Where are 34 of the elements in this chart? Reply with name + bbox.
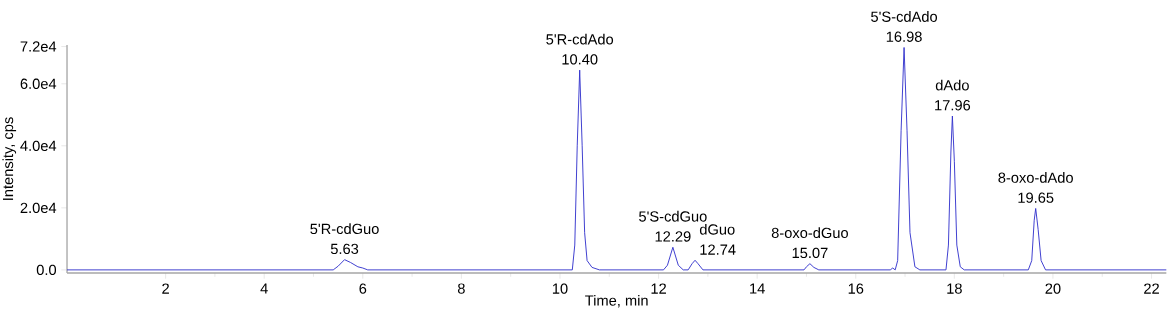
x-tick-label: 10 [552,283,568,294]
annotation: 19.65 [1018,192,1054,203]
annotation: 5'R-cdAdo [546,33,614,45]
x-tick-label: 4 [260,283,268,294]
annotation: dAdo [935,79,969,91]
x-tick-label: 8 [457,283,465,294]
x-tick-label: 18 [947,283,962,294]
y-tick-label: 4.0e4 [20,140,57,151]
annotation: 10.40 [562,54,598,65]
y-tick-label: 6.0e4 [20,78,57,89]
annotation: 17.96 [935,100,971,111]
annotation: 5'S-cdAdo [871,11,938,22]
y-tick-label: 2.0e4 [20,202,57,214]
annotation: dGuo [699,223,735,235]
y-axis-title: Intensity, cps [2,117,17,200]
x-axis-title: Time, min [585,294,648,308]
annotation: 12.74 [700,244,736,255]
annotation: 15.07 [792,247,828,259]
annotation: 5.63 [330,243,359,255]
annotation: 16.98 [886,31,922,42]
x-tick-label: 12 [651,283,666,294]
annotation: 12.29 [655,231,691,242]
y-tick-label: 7.2e4 [20,41,57,52]
annotation: 8-oxo-dAdo [998,172,1073,183]
x-tick-label: 6 [359,283,367,294]
x-tick-label: 2 [162,283,169,294]
x-tick-label: 14 [750,283,765,294]
annotation: 5'R-cdGuo [310,223,379,235]
y-tick-label: 0.0 [36,264,57,276]
x-tick-label: 20 [1045,283,1061,294]
x-tick-label: 16 [848,283,864,294]
annotation: 5'S-cdGuo [639,210,707,222]
annotation: 8-oxo-dGuo [771,227,848,239]
x-tick-label: 22 [1144,283,1159,294]
